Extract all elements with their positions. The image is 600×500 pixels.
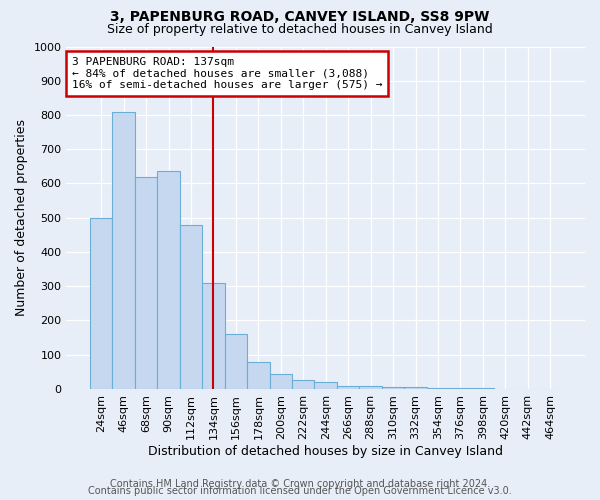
Bar <box>157 172 180 389</box>
Bar <box>449 388 472 389</box>
Text: Size of property relative to detached houses in Canvey Island: Size of property relative to detached ho… <box>107 22 493 36</box>
Bar <box>382 387 404 389</box>
Bar <box>359 386 382 389</box>
Text: Contains public sector information licensed under the Open Government Licence v3: Contains public sector information licen… <box>88 486 512 496</box>
Bar <box>314 382 337 389</box>
Bar <box>247 362 269 389</box>
Bar <box>292 380 314 389</box>
Bar <box>112 112 135 389</box>
Text: Contains HM Land Registry data © Crown copyright and database right 2024.: Contains HM Land Registry data © Crown c… <box>110 479 490 489</box>
Text: 3, PAPENBURG ROAD, CANVEY ISLAND, SS8 9PW: 3, PAPENBURG ROAD, CANVEY ISLAND, SS8 9P… <box>110 10 490 24</box>
Bar <box>269 374 292 389</box>
Bar <box>180 224 202 389</box>
Bar <box>224 334 247 389</box>
Bar <box>135 176 157 389</box>
Bar <box>202 283 224 389</box>
Bar <box>90 218 112 389</box>
X-axis label: Distribution of detached houses by size in Canvey Island: Distribution of detached houses by size … <box>148 444 503 458</box>
Text: 3 PAPENBURG ROAD: 137sqm
← 84% of detached houses are smaller (3,088)
16% of sem: 3 PAPENBURG ROAD: 137sqm ← 84% of detach… <box>71 57 382 90</box>
Y-axis label: Number of detached properties: Number of detached properties <box>15 119 28 316</box>
Bar <box>472 388 494 389</box>
Bar <box>337 386 359 389</box>
Bar <box>427 388 449 389</box>
Bar <box>404 387 427 389</box>
